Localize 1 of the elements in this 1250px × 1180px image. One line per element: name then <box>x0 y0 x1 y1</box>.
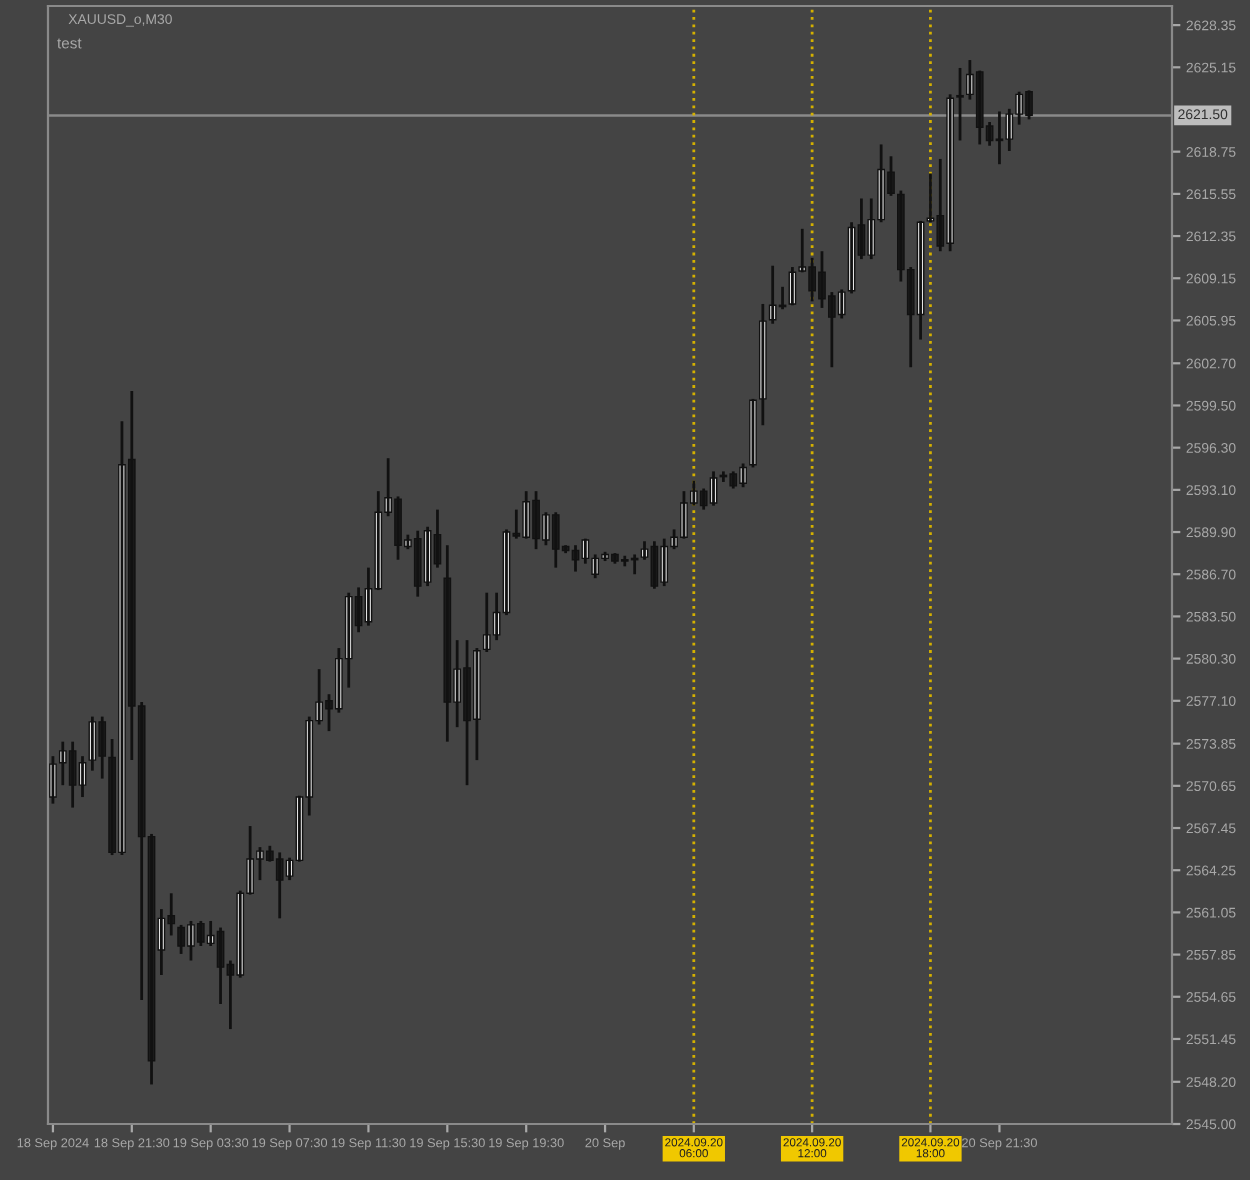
candlestick <box>956 66 964 142</box>
